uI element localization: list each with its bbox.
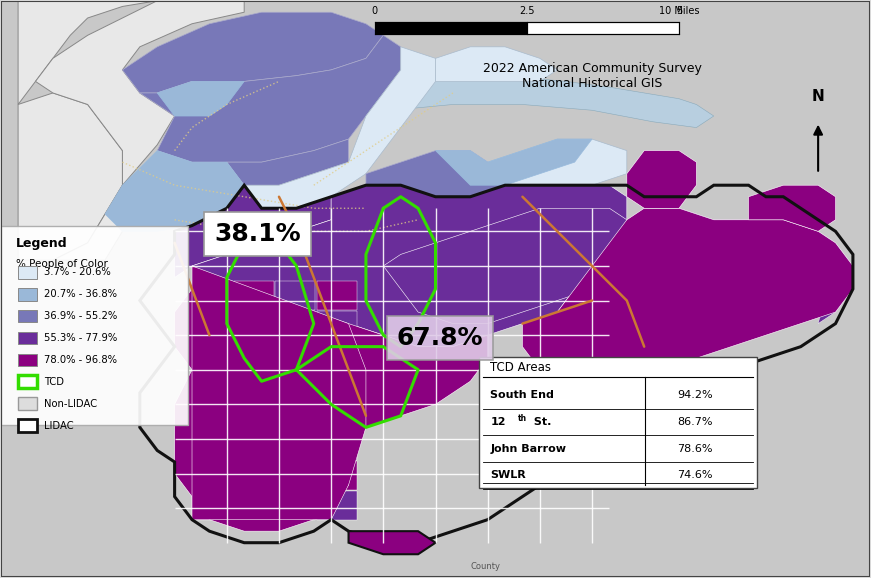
Polygon shape: [523, 208, 853, 405]
Polygon shape: [317, 431, 357, 460]
Polygon shape: [174, 370, 348, 531]
Text: John Barrow: John Barrow: [490, 443, 566, 454]
Text: 5: 5: [676, 6, 682, 16]
Text: th: th: [518, 414, 527, 423]
Polygon shape: [233, 431, 273, 460]
Polygon shape: [317, 371, 357, 400]
Text: 2022 American Community Survey
National Historical GIS: 2022 American Community Survey National …: [483, 62, 701, 90]
Polygon shape: [123, 12, 383, 93]
Text: 36.9% - 55.2%: 36.9% - 55.2%: [44, 311, 118, 321]
Polygon shape: [233, 371, 273, 400]
Polygon shape: [233, 341, 273, 370]
Polygon shape: [436, 47, 557, 81]
Polygon shape: [296, 312, 488, 450]
Polygon shape: [192, 431, 232, 460]
Polygon shape: [275, 311, 315, 340]
Text: 78.0% - 96.8%: 78.0% - 96.8%: [44, 355, 118, 365]
FancyBboxPatch shape: [18, 288, 37, 301]
Polygon shape: [305, 76, 713, 134]
Polygon shape: [174, 185, 331, 277]
Polygon shape: [627, 151, 697, 208]
Text: 12: 12: [490, 417, 506, 427]
FancyBboxPatch shape: [18, 266, 37, 279]
Text: 20.7% - 36.8%: 20.7% - 36.8%: [44, 289, 118, 299]
Polygon shape: [488, 139, 627, 185]
Polygon shape: [317, 341, 357, 370]
Polygon shape: [140, 35, 401, 162]
FancyBboxPatch shape: [18, 332, 37, 344]
Text: Legend: Legend: [17, 237, 68, 250]
FancyBboxPatch shape: [479, 357, 757, 488]
Polygon shape: [275, 401, 315, 429]
Text: 74.6%: 74.6%: [678, 470, 713, 480]
Polygon shape: [192, 341, 232, 370]
Polygon shape: [192, 401, 232, 429]
Text: 67.8%: 67.8%: [396, 326, 483, 350]
Polygon shape: [317, 401, 357, 429]
FancyBboxPatch shape: [18, 376, 37, 388]
Polygon shape: [233, 401, 273, 429]
Text: 55.3% - 77.9%: 55.3% - 77.9%: [44, 333, 118, 343]
Polygon shape: [436, 139, 592, 185]
Text: 86.7%: 86.7%: [678, 417, 713, 427]
Polygon shape: [383, 208, 627, 324]
Text: South End: South End: [490, 390, 554, 400]
Polygon shape: [233, 281, 273, 310]
Polygon shape: [18, 93, 123, 260]
Text: Non-LIDAC: Non-LIDAC: [44, 399, 98, 409]
Polygon shape: [275, 461, 315, 490]
Polygon shape: [233, 311, 273, 340]
Polygon shape: [158, 81, 244, 116]
Polygon shape: [174, 289, 331, 381]
Polygon shape: [317, 491, 357, 520]
Polygon shape: [36, 1, 244, 260]
Text: LIDAC: LIDAC: [44, 421, 74, 431]
Polygon shape: [645, 208, 853, 324]
Text: 38.1%: 38.1%: [214, 222, 300, 246]
Polygon shape: [192, 281, 232, 310]
FancyBboxPatch shape: [1, 225, 187, 424]
Polygon shape: [244, 47, 436, 208]
Text: TCD: TCD: [44, 377, 64, 387]
Text: TCD Areas: TCD Areas: [490, 361, 551, 375]
Polygon shape: [192, 371, 232, 400]
Polygon shape: [317, 311, 357, 340]
Polygon shape: [192, 266, 366, 520]
Polygon shape: [192, 491, 232, 520]
Polygon shape: [275, 281, 315, 310]
Text: 3.7% - 20.6%: 3.7% - 20.6%: [44, 267, 111, 277]
Polygon shape: [275, 371, 315, 400]
Polygon shape: [275, 491, 315, 520]
Text: N: N: [812, 90, 825, 105]
Text: St.: St.: [530, 417, 551, 427]
Text: 10 Miles: 10 Miles: [658, 6, 699, 16]
Polygon shape: [317, 461, 357, 490]
Text: SWLR: SWLR: [490, 470, 526, 480]
Text: % People of Color: % People of Color: [17, 259, 108, 269]
Polygon shape: [105, 151, 244, 231]
FancyBboxPatch shape: [18, 419, 37, 432]
Polygon shape: [192, 311, 232, 340]
Text: 94.2%: 94.2%: [678, 390, 713, 400]
Polygon shape: [366, 151, 505, 197]
Polygon shape: [348, 531, 436, 554]
Text: County: County: [470, 562, 500, 570]
Text: 0: 0: [372, 6, 378, 16]
Polygon shape: [275, 341, 315, 370]
FancyBboxPatch shape: [18, 354, 37, 366]
Polygon shape: [233, 461, 273, 490]
Polygon shape: [226, 139, 348, 185]
Polygon shape: [275, 431, 315, 460]
Polygon shape: [192, 185, 627, 347]
Polygon shape: [192, 461, 232, 490]
Polygon shape: [18, 1, 158, 105]
Polygon shape: [748, 185, 835, 231]
Polygon shape: [317, 281, 357, 310]
Text: 2.5: 2.5: [519, 6, 535, 16]
FancyBboxPatch shape: [18, 398, 37, 410]
Text: 78.6%: 78.6%: [678, 443, 713, 454]
Polygon shape: [233, 491, 273, 520]
FancyBboxPatch shape: [18, 310, 37, 323]
